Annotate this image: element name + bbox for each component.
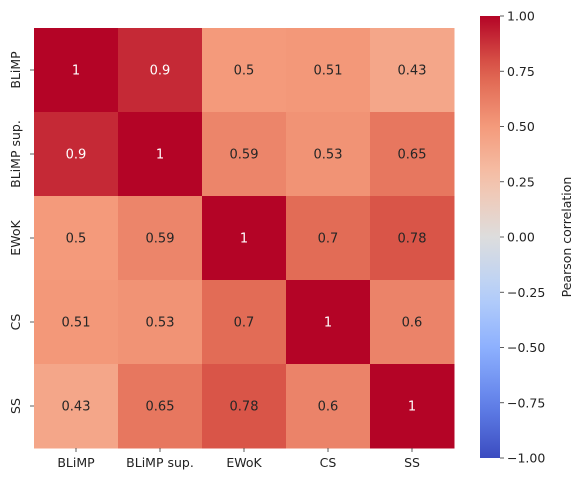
- heatmap-cell: [286, 112, 371, 197]
- heatmap-cell: [202, 364, 287, 449]
- heatmap-cell: [370, 112, 455, 197]
- heatmap-cell: [202, 280, 287, 365]
- cell-annotation: 0.7: [318, 232, 339, 247]
- colorbar-tick-label: 0.25: [507, 174, 535, 189]
- cell-annotation: 0.51: [314, 64, 343, 79]
- heatmap-cell: [118, 196, 203, 281]
- cell-annotation: 1: [240, 232, 248, 247]
- cell-annotation: 0.5: [66, 232, 87, 247]
- cell-annotation: 1: [408, 400, 416, 415]
- colorbar-tick-label: 1.00: [507, 9, 535, 24]
- colorbar-tick-label: −0.75: [507, 395, 545, 410]
- colorbar-tick-label: 0.75: [507, 64, 535, 79]
- colorbar-ticks: 1.00 0.75 0.50 0.25 0.00 −0.25 −0.50 −0.75 −1.00: [500, 9, 545, 466]
- heatmap-cell: [34, 280, 119, 365]
- colorbar-label: Pearson correlation: [559, 177, 574, 298]
- cell-annotation: 0.53: [314, 148, 343, 163]
- cell-annotation: 0.78: [230, 400, 259, 415]
- heatmap-cell: [202, 196, 287, 281]
- heatmap-cell: [370, 280, 455, 365]
- x-tick-label: BLiMP: [57, 455, 95, 470]
- y-tick-label: SS: [8, 398, 23, 414]
- cell-annotation: 0.43: [398, 64, 427, 79]
- x-tick-label: SS: [404, 455, 420, 470]
- x-axis-ticks: BLiMP BLiMP sup. EWoK CS SS: [57, 448, 420, 470]
- heatmap-cell: [118, 112, 203, 197]
- cell-annotation: 0.59: [230, 148, 259, 163]
- cell-annotation: 0.6: [402, 316, 423, 331]
- y-tick-label: EWoK: [8, 220, 23, 256]
- cell-annotation: 1: [72, 64, 80, 79]
- colorbar-tick-label: −0.50: [507, 340, 545, 355]
- y-tick-label: BLiMP sup.: [8, 120, 23, 188]
- colorbar: 1.00 0.75 0.50 0.25 0.00 −0.25 −0.50 −0.75 −1.00…: [480, 9, 574, 466]
- heatmap-annotations: 1 0.9 0.5 0.51 0.43 0.9 1 0.59 0.53 0.65 0.5 0.59 1 0…: [62, 64, 427, 415]
- x-tick-label: EWoK: [226, 455, 262, 470]
- y-tick-label: CS: [8, 314, 23, 331]
- colorbar-gradient: [480, 16, 500, 458]
- cell-annotation: 0.9: [150, 64, 171, 79]
- y-tick-label: BLiMP: [8, 51, 23, 89]
- heatmap-cell: [118, 364, 203, 449]
- heatmap-cell: [202, 28, 287, 113]
- cell-annotation: 0.59: [146, 232, 175, 247]
- colorbar-tick-label: 0.00: [507, 230, 535, 245]
- cell-annotation: 0.65: [146, 400, 175, 415]
- cell-annotation: 0.43: [62, 400, 91, 415]
- cell-annotation: 0.7: [234, 316, 255, 331]
- cell-annotation: 0.65: [398, 148, 427, 163]
- heatmap-cell: [118, 28, 203, 113]
- colorbar-tick-label: −1.00: [507, 451, 545, 466]
- heatmap-cell: [34, 112, 119, 197]
- cell-annotation: 0.5: [234, 64, 255, 79]
- colorbar-tick-label: 0.50: [507, 119, 535, 134]
- heatmap-cell: [370, 364, 455, 449]
- heatmap-cell: [370, 196, 455, 281]
- colorbar-tick-label: −0.25: [507, 285, 545, 300]
- cell-annotation: 0.6: [318, 400, 339, 415]
- cell-annotation: 0.51: [62, 316, 91, 331]
- heatmap-cell: [286, 28, 371, 113]
- heatmap-cell: [118, 280, 203, 365]
- heatmap-cell: [370, 28, 455, 113]
- cell-annotation: 1: [324, 316, 332, 331]
- heatmap-cell: [286, 364, 371, 449]
- heatmap-cells: [34, 28, 455, 449]
- heatmap-cell: [34, 196, 119, 281]
- heatmap-cell: [286, 280, 371, 365]
- x-tick-label: CS: [320, 455, 337, 470]
- heatmap-cell: [286, 196, 371, 281]
- x-tick-label: BLiMP sup.: [126, 455, 194, 470]
- cell-annotation: 0.78: [398, 232, 427, 247]
- cell-annotation: 0.9: [66, 148, 87, 163]
- heatmap-cell: [34, 364, 119, 449]
- heatmap-cell: [202, 112, 287, 197]
- cell-annotation: 1: [156, 148, 164, 163]
- cell-annotation: 0.53: [146, 316, 175, 331]
- y-axis-ticks: BLiMP BLiMP sup. EWoK CS SS: [8, 51, 34, 414]
- heatmap-cell: [34, 28, 119, 113]
